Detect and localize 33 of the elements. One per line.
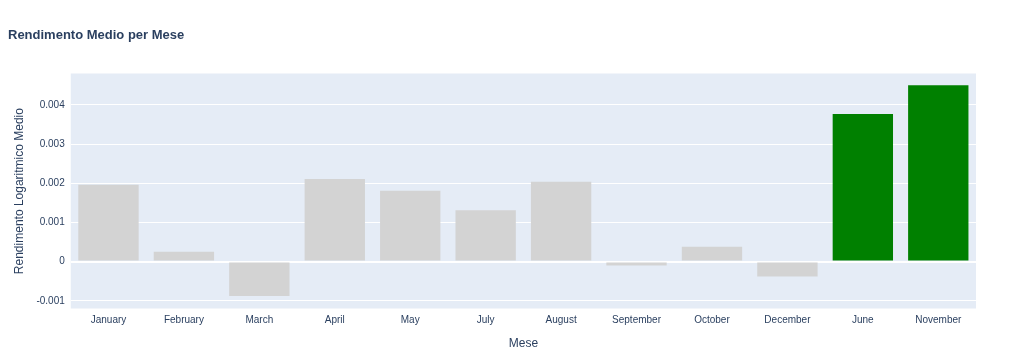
bar <box>757 262 818 277</box>
x-tick-label: October <box>694 314 731 326</box>
y-tick-label: 0.004 <box>39 98 66 110</box>
bar <box>229 262 290 297</box>
x-tick-label: May <box>400 314 420 326</box>
x-tick-label: September <box>612 314 662 326</box>
x-tick-label: December <box>764 314 812 326</box>
x-tick-label: January <box>90 314 127 326</box>
bar <box>681 246 743 261</box>
y-tick-label: 0.002 <box>39 177 66 189</box>
bar <box>304 178 365 261</box>
bar <box>530 181 592 261</box>
x-tick-label: February <box>163 314 204 326</box>
y-tick-label: 0.001 <box>39 216 66 228</box>
bar <box>908 85 969 261</box>
x-tick-label: April <box>324 314 345 326</box>
chart-title: Rendimento Medio per Mese <box>8 27 185 43</box>
y-tick-label: 0 <box>59 255 66 267</box>
bar <box>380 190 441 261</box>
bar <box>78 184 139 261</box>
bar <box>153 251 215 261</box>
x-tick-label: June <box>852 314 875 326</box>
bar <box>455 210 516 261</box>
x-axis-title: Mese <box>508 336 539 351</box>
x-tick-label: March <box>245 314 274 326</box>
y-axis-title: Rendimento Logaritmico Medio <box>11 107 26 275</box>
y-tick-label: 0.003 <box>39 137 66 149</box>
x-tick-label: August <box>545 314 577 326</box>
y-tick-label: -0.001 <box>36 294 66 306</box>
bar <box>606 262 667 266</box>
x-tick-label: July <box>476 314 495 326</box>
bar <box>832 113 894 261</box>
x-tick-label: November <box>915 314 963 326</box>
